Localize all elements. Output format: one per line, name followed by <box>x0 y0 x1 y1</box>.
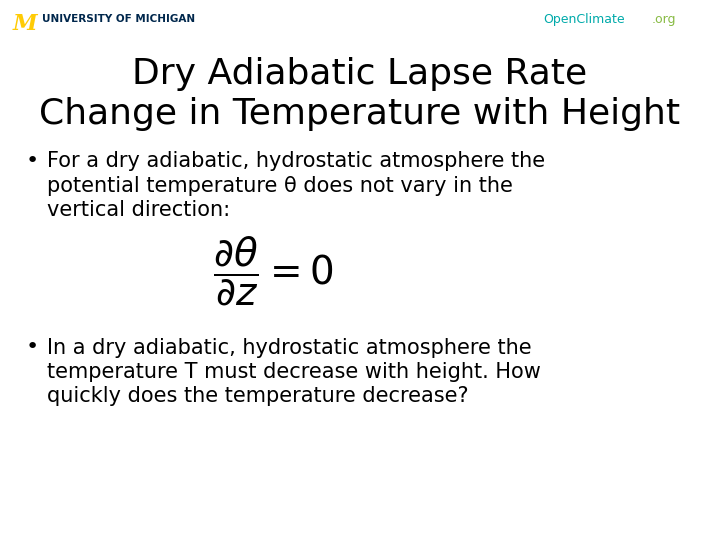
Text: Change in Temperature with Height: Change in Temperature with Height <box>40 97 680 131</box>
Text: •: • <box>25 338 38 357</box>
Text: UNIVERSITY OF MICHIGAN: UNIVERSITY OF MICHIGAN <box>42 14 195 24</box>
Text: In a dry adiabatic, hydrostatic atmosphere the: In a dry adiabatic, hydrostatic atmosphe… <box>47 338 531 357</box>
Text: OpenClimate: OpenClimate <box>544 14 625 26</box>
Text: Dry Adiabatic Lapse Rate: Dry Adiabatic Lapse Rate <box>132 57 588 91</box>
Text: vertical direction:: vertical direction: <box>47 200 230 220</box>
Text: •: • <box>25 151 38 171</box>
Text: $\dfrac{\partial\theta}{\partial z} = 0$: $\dfrac{\partial\theta}{\partial z} = 0$ <box>213 235 334 308</box>
Text: temperature T must decrease with height. How: temperature T must decrease with height.… <box>47 362 541 382</box>
Text: .org: .org <box>652 14 676 26</box>
Text: quickly does the temperature decrease?: quickly does the temperature decrease? <box>47 386 469 406</box>
Text: potential temperature θ does not vary in the: potential temperature θ does not vary in… <box>47 176 513 195</box>
Text: M: M <box>13 14 37 36</box>
Text: For a dry adiabatic, hydrostatic atmosphere the: For a dry adiabatic, hydrostatic atmosph… <box>47 151 545 171</box>
